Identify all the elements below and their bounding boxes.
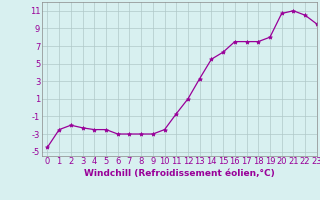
X-axis label: Windchill (Refroidissement éolien,°C): Windchill (Refroidissement éolien,°C) [84,169,275,178]
